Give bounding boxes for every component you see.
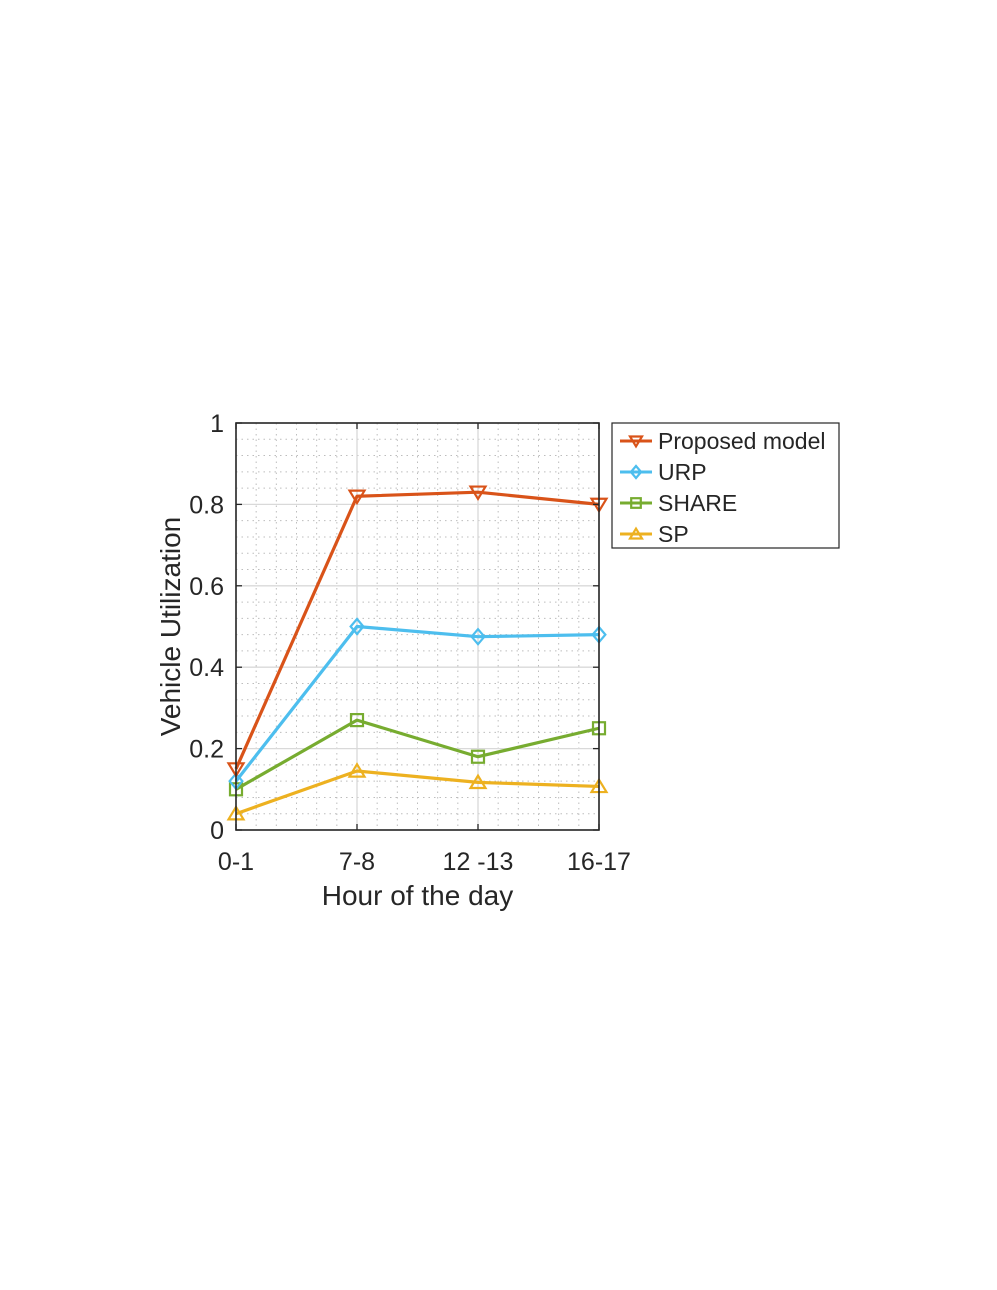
legend-label: SP xyxy=(658,521,689,547)
y-tick-label: 0.8 xyxy=(189,491,224,519)
x-tick-label: 0-1 xyxy=(218,848,254,876)
y-tick-labels: 0 0.2 0.4 0.6 0.8 1 xyxy=(189,410,224,845)
series-layer xyxy=(226,485,609,821)
y-tick-label: 0.2 xyxy=(189,736,224,764)
y-tick-label: 0 xyxy=(210,817,224,845)
legend-item: Proposed model xyxy=(620,428,826,454)
y-tick-label: 0.4 xyxy=(189,654,224,682)
legend-marker xyxy=(629,464,643,480)
data-point xyxy=(470,749,486,764)
x-tick-label: 16-17 xyxy=(567,848,631,876)
legend-label: URP xyxy=(658,459,707,485)
series-line xyxy=(234,624,600,783)
series-line xyxy=(234,490,600,770)
data-point xyxy=(470,627,486,646)
y-tick-label: 0.6 xyxy=(189,573,224,601)
legend: Proposed model URP SHARE SP xyxy=(611,422,840,549)
data-point xyxy=(468,773,488,790)
data-point xyxy=(349,713,365,728)
legend-item: URP xyxy=(620,459,707,485)
series-line xyxy=(235,769,600,816)
legend-marker xyxy=(628,526,644,540)
legend-box xyxy=(611,422,840,549)
legend-item: SP xyxy=(620,521,689,547)
data-point xyxy=(468,485,488,502)
plot-frame xyxy=(235,422,600,831)
legend-item: SHARE xyxy=(620,490,737,516)
data-point xyxy=(347,489,367,506)
data-point xyxy=(347,762,367,778)
legend-label: Proposed model xyxy=(658,428,826,454)
legend-marker xyxy=(630,497,642,509)
legend-label: SHARE xyxy=(658,490,737,516)
x-axis-label: Hour of the day xyxy=(322,880,513,911)
axis-ticks xyxy=(235,422,600,831)
y-axis-label: Vehicle Utilization xyxy=(155,517,186,736)
x-tick-labels: 0-1 7-8 12 -13 16-17 xyxy=(218,848,631,876)
minor-grid xyxy=(236,423,599,830)
x-tick-label: 12 -13 xyxy=(443,848,514,876)
data-point xyxy=(349,617,365,636)
y-tick-label: 1 xyxy=(210,410,224,438)
x-tick-label: 7-8 xyxy=(339,848,375,876)
legend-marker xyxy=(628,435,644,449)
series-line xyxy=(235,718,600,791)
